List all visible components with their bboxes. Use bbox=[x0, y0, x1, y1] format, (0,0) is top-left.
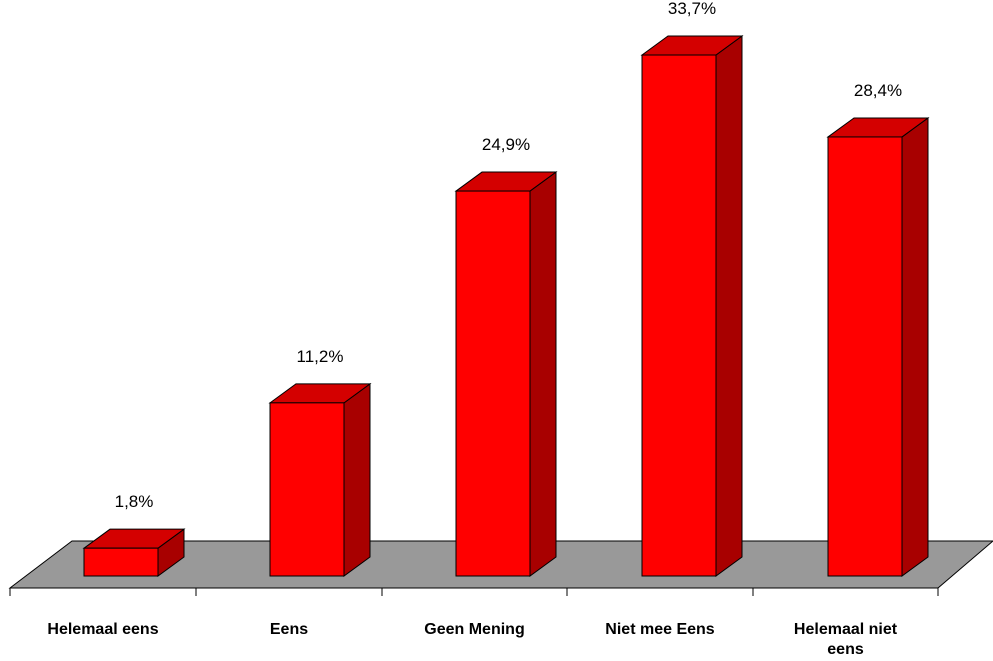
bar-side-4 bbox=[901, 116, 929, 577]
bar-2 bbox=[455, 190, 531, 577]
data-label-4: 28,4% bbox=[854, 81, 902, 100]
data-label-3: 33,7% bbox=[668, 0, 716, 18]
bar-4 bbox=[827, 136, 903, 577]
bar-1 bbox=[269, 402, 345, 577]
bar-side-1 bbox=[343, 382, 371, 577]
data-label-2: 24,9% bbox=[482, 135, 530, 154]
category-label-0: Helemaal eens bbox=[47, 621, 158, 638]
category-label-2: Geen Mening bbox=[424, 621, 524, 638]
bar-3 bbox=[641, 54, 717, 577]
bar-side-3 bbox=[715, 35, 743, 577]
category-label-4: Helemaal niet eens bbox=[794, 621, 898, 658]
bar-side-2 bbox=[529, 171, 557, 577]
data-label-0: 1,8% bbox=[115, 492, 154, 511]
bar-0 bbox=[83, 547, 159, 577]
category-label-3: Niet mee Eens bbox=[605, 621, 714, 638]
data-label-1: 11,2% bbox=[297, 347, 344, 366]
category-label-1: Eens bbox=[270, 621, 308, 638]
